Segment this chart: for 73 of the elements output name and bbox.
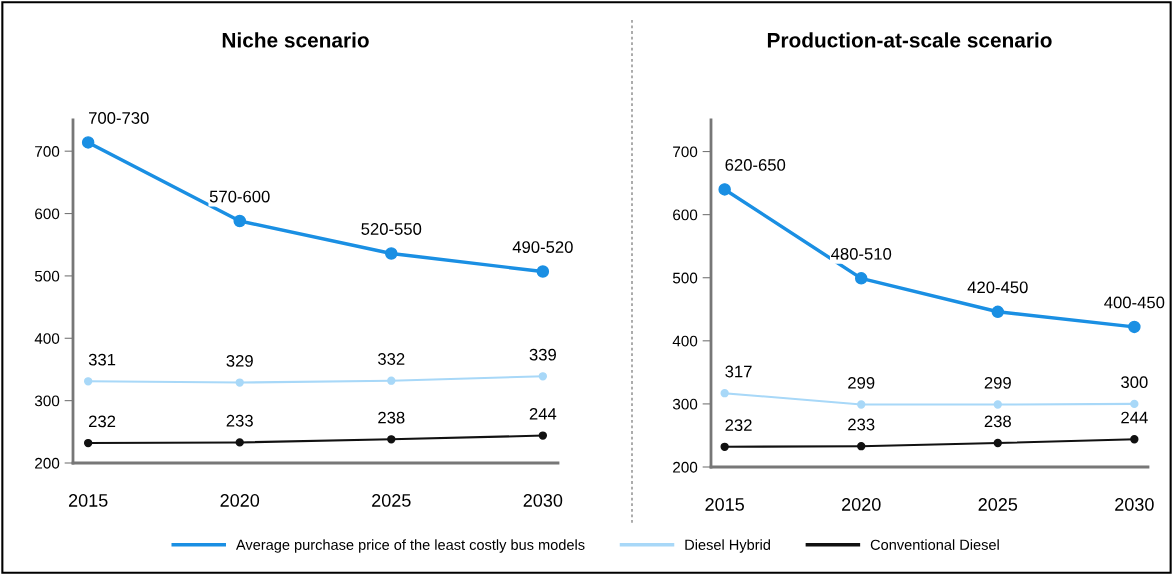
x-tick-label: 2020 [220,494,260,507]
point [387,435,396,444]
point [1130,399,1139,409]
point [854,272,868,285]
data-label: 480-510 [831,247,892,260]
y-tick-label: 400 [34,333,60,344]
x-tick-label: 2025 [372,494,411,507]
data-label: 299 [848,376,875,389]
point [385,247,398,260]
point [538,431,548,440]
y-tick-label: 300 [34,395,60,407]
data-label: 244 [1121,411,1148,424]
point [235,438,244,447]
data-label: 232 [725,419,752,432]
point [536,265,550,278]
chart-title: Niche scenario [222,32,369,48]
y-tick-label: 500 [672,272,698,284]
point [81,136,95,149]
data-label: 420-450 [967,281,1028,294]
point [83,438,93,448]
point [387,376,396,385]
point [538,372,548,381]
legend-label: Average purchase price of the least costly bus models [235,539,585,553]
chart-title: Production-at-scale scenario [767,32,1052,48]
point [991,305,1005,319]
point [83,377,93,386]
point [993,400,1002,409]
x-tick-label: 2025 [978,498,1018,511]
x-tick-label: 2015 [68,494,108,507]
x-tick-label: 2030 [523,494,563,507]
point [857,442,866,451]
data-label: 233 [226,414,253,427]
data-label: 331 [88,353,116,366]
x-tick-label: 2030 [1115,498,1154,511]
data-label: 520-550 [361,223,422,235]
data-label: 238 [378,411,405,424]
y-tick-label: 600 [35,208,60,220]
data-label: 300 [1121,376,1148,389]
point [235,378,244,387]
y-tick-label: 300 [672,398,698,410]
data-label: 233 [848,418,875,431]
data-label: 232 [88,415,116,428]
point [993,438,1002,448]
data-label: 317 [725,365,752,378]
y-tick-label: 700 [673,146,698,158]
point [718,183,731,196]
data-label: 329 [226,354,253,367]
data-label: 238 [984,415,1011,428]
legend-label: Conventional Diesel [870,539,999,550]
data-label: 244 [529,407,557,420]
y-tick-label: 200 [673,461,698,473]
point [1128,320,1141,334]
data-label: 700-730 [89,112,149,124]
y-tick-label: 600 [673,209,698,221]
data-label: 400-450 [1104,296,1165,309]
data-label: 570-600 [209,190,270,203]
y-tick-label: 200 [35,457,60,469]
x-tick-label: 2020 [842,498,881,511]
point [233,214,246,228]
point [1130,435,1139,444]
data-label: 620-650 [725,159,786,171]
y-tick-label: 700 [35,146,60,157]
y-tick-label: 400 [672,335,698,347]
data-label: 299 [984,376,1011,389]
point [857,400,866,409]
data-label: 332 [378,353,405,365]
point [720,389,729,398]
x-tick-label: 2015 [705,498,744,511]
y-tick-label: 500 [34,270,60,282]
legend-label: Diesel Hybrid [685,539,770,553]
point [720,442,729,451]
data-label: 339 [529,348,556,361]
data-label: 490-520 [512,241,573,253]
